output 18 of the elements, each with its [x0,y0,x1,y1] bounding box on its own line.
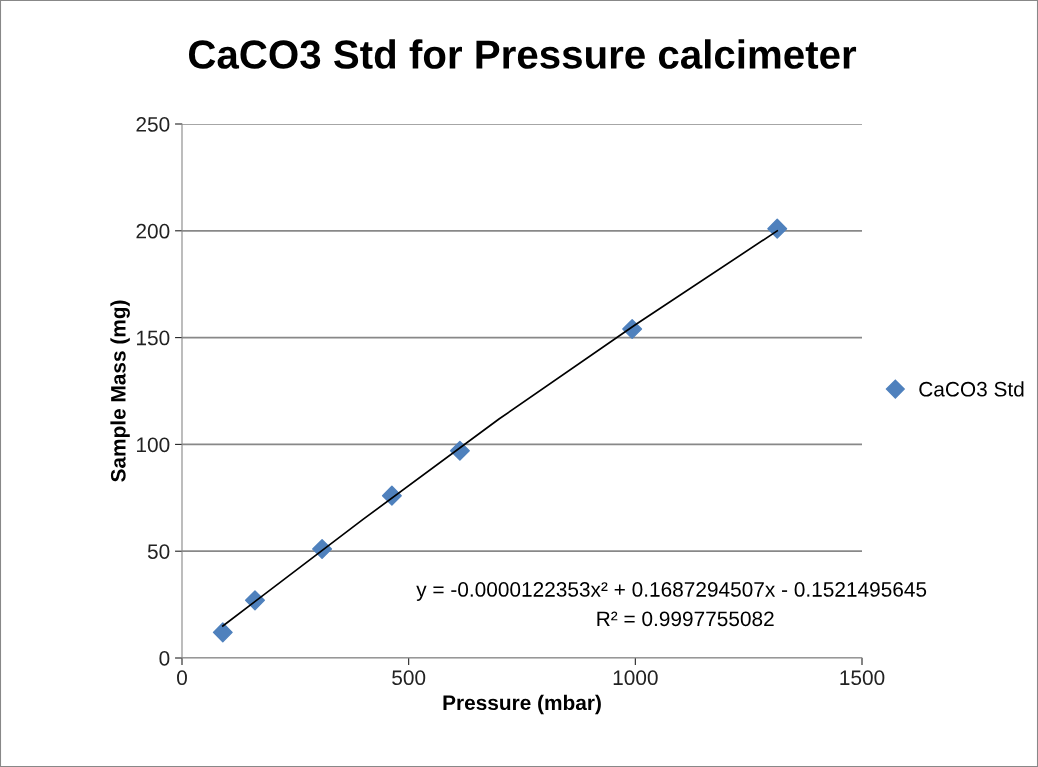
y-axis-title: Sample Mass (mg) [110,300,130,482]
y-tick-label: 0 [159,651,170,666]
y-tick-label: 50 [147,544,170,559]
x-tick-label: 500 [392,670,426,686]
x-tick-label: 0 [177,670,187,686]
y-tick-label: 250 [136,117,170,132]
legend-label: CaCO3 Std [919,381,1024,397]
annotation: y = -0.0000122353x² + 0.1687294507x - 0.1521495645 [416,582,927,601]
chart-title: CaCO3 Std for Pressure calcimeter [189,39,857,69]
x-axis-title: Pressure (mbar) [443,694,601,715]
x-tick-label: 1500 [840,670,885,686]
y-tick-label: 200 [136,223,170,239]
annotation: R² = 0.9997755082 [597,611,774,627]
y-tick-label: 150 [137,330,170,346]
point [212,622,233,643]
x-tick-label: 1000 [613,670,658,686]
point [767,218,788,239]
y-tick-label: 100 [137,437,170,453]
